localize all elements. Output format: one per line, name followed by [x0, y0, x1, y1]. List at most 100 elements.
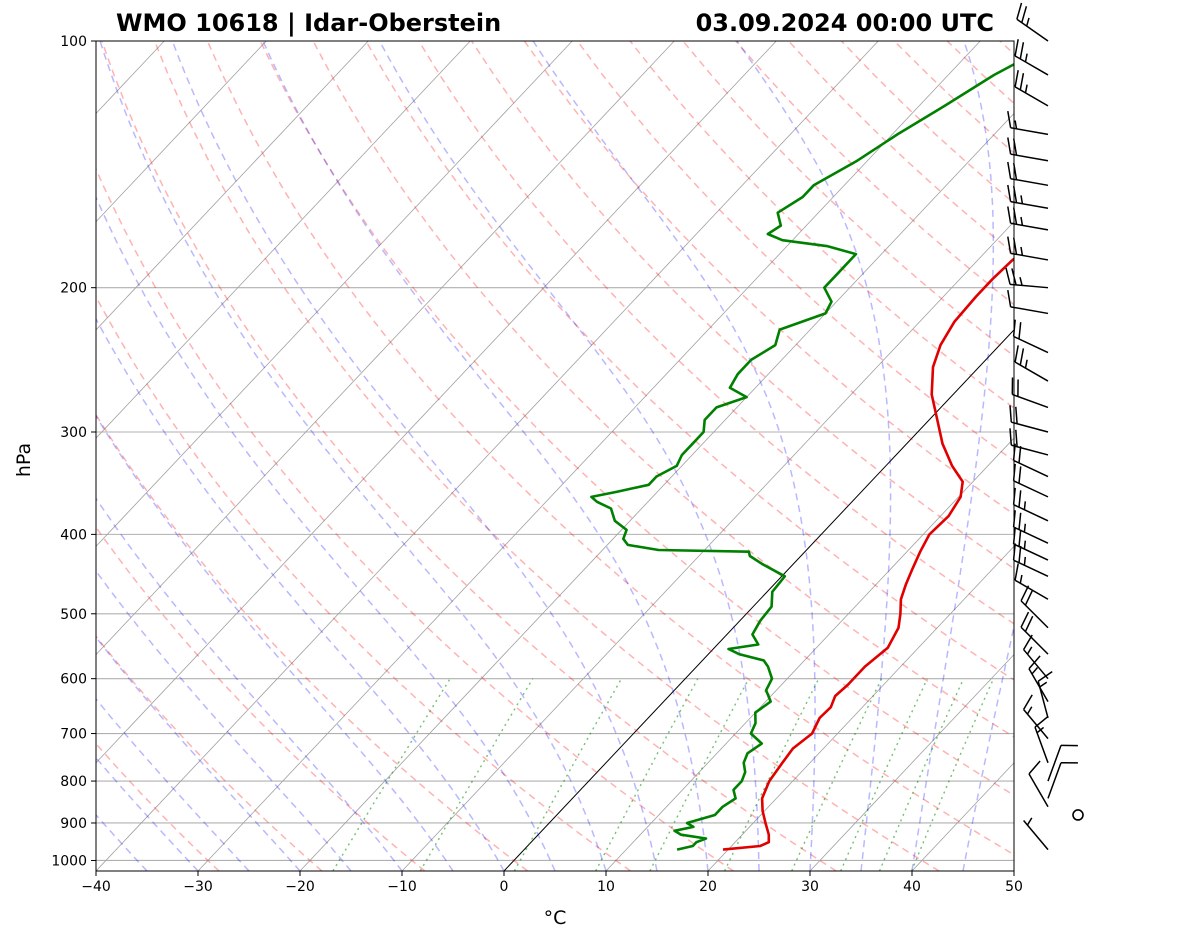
wind-barb-feather [1018, 490, 1022, 508]
moist-adiabat [96, 756, 199, 871]
wind-barb-staff [1034, 726, 1049, 764]
x-tick-label: 0 [500, 879, 509, 895]
wind-barb-feather [1039, 681, 1048, 688]
isotherm-line [401, 221, 1014, 871]
wind-barb-feather [1026, 646, 1033, 655]
mixing-ratio-line [332, 678, 451, 871]
moist-adiabat [378, 41, 760, 871]
wind-barb-feather [1012, 138, 1018, 156]
wind-barb-feather [1031, 667, 1039, 675]
wind-barb-feather [1012, 510, 1016, 528]
wind-barb [1007, 110, 1049, 136]
y-tick-label: 600 [60, 672, 87, 688]
wind-barb-feather [1024, 589, 1034, 606]
wind-barb [1007, 161, 1049, 187]
wind-barb-staff [1016, 18, 1049, 42]
x-tick-label: −10 [387, 879, 417, 895]
y-tick-label: 200 [60, 281, 87, 297]
wind-barb-staff [1013, 526, 1049, 544]
wind-barb-staff [1013, 559, 1049, 577]
wind-barb [1020, 585, 1049, 629]
plot-frame [95, 40, 1015, 872]
wind-barb-staff [1010, 153, 1049, 162]
wind-barb [1047, 744, 1078, 782]
wind-barb-feather [1028, 760, 1041, 775]
wind-barb-feather [1016, 2, 1023, 20]
dry-adiabat [259, 41, 1014, 797]
wind-barb-feather [1014, 70, 1019, 88]
wind-barb [1047, 761, 1078, 799]
wind-barb-feather [1025, 17, 1030, 27]
wind-barb-staff [1010, 177, 1049, 187]
wind-barb-feather [1007, 206, 1012, 224]
axes: −40 −30 −20 −10 0 10 20 30 40 50 1000 900 800 700 600 5… [51, 34, 1023, 895]
wind-barb-feather [1019, 348, 1025, 366]
wind-barb [1007, 184, 1049, 210]
dry-adiabat [101, 41, 837, 871]
wind-barb-feather [1012, 487, 1016, 505]
wind-barb-staff [1028, 668, 1049, 703]
mixing-ratio-line [419, 678, 534, 871]
dewpoint-profile-line [590, 62, 1014, 851]
x-tick-label: 50 [1005, 879, 1023, 895]
isotherm-line [96, 41, 777, 764]
dry-adiabat [96, 635, 323, 871]
moist-adiabat [96, 636, 301, 871]
wind-barb-staff [1028, 773, 1049, 808]
moist-adiabat [96, 569, 352, 871]
wind-barb-staff [1010, 200, 1049, 210]
wind-barb-feather [1018, 529, 1022, 547]
moist-adiabat [171, 41, 658, 871]
isotherm-line [605, 437, 1014, 871]
wind-barb [1034, 715, 1049, 764]
dry-adiabat [576, 41, 1014, 462]
wind-barb-staff [1023, 709, 1049, 740]
wind-barbs [1005, 2, 1084, 851]
y-tick-label: 100 [60, 34, 87, 50]
wind-barb-staff [1013, 480, 1049, 498]
moist-adiabat [96, 195, 556, 871]
x-tick-label: 20 [699, 879, 717, 895]
wind-barb [1012, 487, 1049, 522]
dry-adiabat [96, 525, 426, 871]
chart-title-right: 03.09.2024 00:00 UTC [696, 9, 994, 37]
wind-barb-feather [1024, 359, 1028, 369]
mixing-ratio-line [595, 678, 699, 871]
wind-barb-staff [1014, 361, 1049, 382]
wind-barb-feather [1023, 540, 1027, 550]
wind-barb-feather [1005, 267, 1011, 285]
wind-barb-feather [1019, 277, 1023, 286]
isotherm-line [197, 41, 981, 871]
wind-barb-staff [1013, 335, 1049, 354]
x-tick-label: −40 [81, 879, 111, 895]
mixing-ratio-line [910, 678, 995, 871]
y-tick-label: 400 [60, 527, 87, 543]
wind-barb [1007, 290, 1049, 315]
wind-barb-staff [1011, 444, 1049, 456]
wind-barb-feather [1018, 545, 1022, 563]
dry-adiabat [418, 41, 1014, 625]
wind-barb-feather [1007, 137, 1012, 155]
wind-barb-feather [1018, 466, 1022, 484]
wind-barb-feather [1012, 207, 1018, 225]
y-tick-label: 1000 [51, 853, 87, 869]
background-reference-lines [96, 41, 1014, 871]
wind-barb [1016, 2, 1049, 42]
wind-barb [1012, 443, 1049, 478]
isotherm-line [1013, 870, 1014, 871]
x-tick-label: −20 [285, 879, 315, 895]
y-tick-label: 300 [60, 425, 87, 441]
wind-barb-feather [1007, 161, 1012, 179]
wind-barb-staff [1023, 820, 1049, 851]
wind-barb-feather [1014, 563, 1019, 581]
wind-barb-feather [1007, 184, 1012, 202]
x-tick-label: 10 [597, 879, 615, 895]
dry-adiabat [840, 41, 1014, 205]
wind-barb-staff [1011, 421, 1049, 433]
wind-barb-feather [1012, 527, 1016, 545]
isotherm-line [96, 41, 267, 223]
moist-adiabat [96, 697, 250, 871]
wind-barb [1037, 671, 1053, 719]
wind-barb-feather [1014, 120, 1018, 129]
